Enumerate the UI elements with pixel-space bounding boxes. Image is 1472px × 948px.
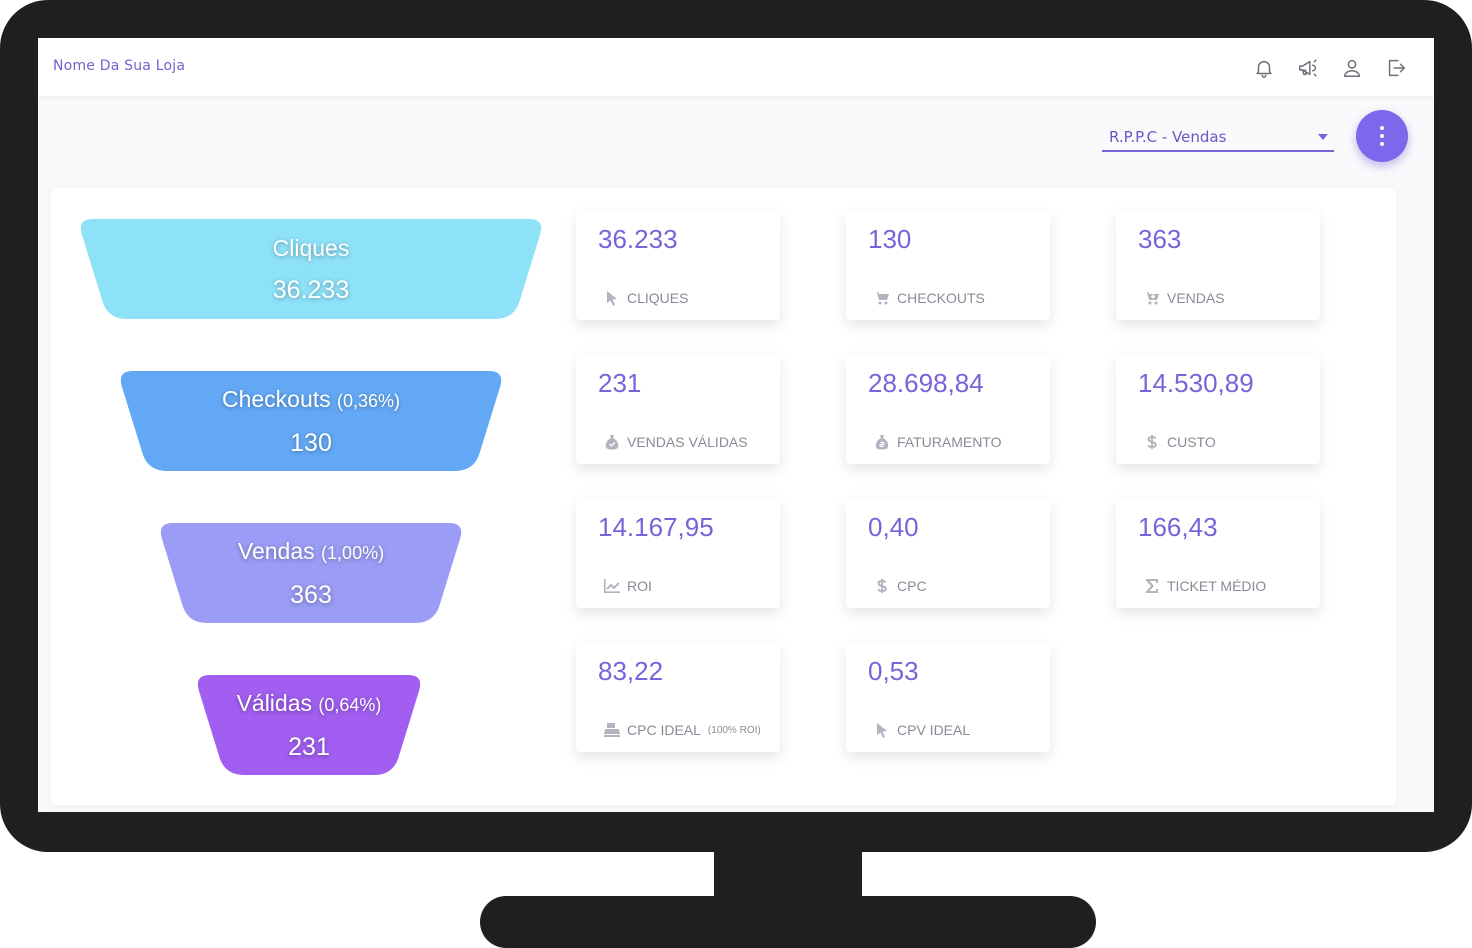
metric-card-cpc: 0,40 CPC — [846, 498, 1050, 608]
funnel-stage-vendas: Vendas (1,00%) 363 — [159, 523, 463, 623]
chart-line-icon — [604, 579, 620, 593]
logout-icon[interactable] — [1384, 56, 1408, 80]
metric-card-ticket-medio: 166,43 TICKET MÉDIO — [1116, 498, 1320, 608]
metric-label: ROI — [604, 578, 652, 594]
dollar-icon — [877, 579, 887, 593]
top-icons — [1252, 56, 1408, 80]
metric-value: 0,53 — [868, 656, 919, 686]
report-type-select-value: R.P.P.C - Vendas — [1109, 128, 1227, 146]
funnel-stage-label: Vendas (1,00%) — [237, 537, 385, 564]
metric-card-faturamento: 28.698,84 FATURAMENTO — [846, 354, 1050, 464]
chevron-down-icon — [1318, 134, 1328, 140]
funnel-stage-percent: (0,64%) — [318, 694, 382, 715]
funnel-stage-value: 130 — [290, 428, 332, 457]
dollar-icon — [1147, 435, 1157, 449]
funnel-stage-shape — [197, 675, 421, 775]
funnel-stage-shape — [120, 371, 502, 471]
funnel-stage-percent: (0,36%) — [337, 390, 401, 411]
metric-value: 36.233 — [598, 224, 678, 254]
funnel-stage-checkouts: Checkouts (0,36%) 130 — [119, 371, 503, 471]
funnel-stage-label: Checkouts (0,36%) — [221, 385, 401, 412]
metric-label-note: (100% ROI) — [707, 724, 761, 736]
cart-icon — [874, 292, 889, 305]
funnel-stage-shape — [80, 219, 542, 319]
metric-card-vendas-validas: 231 VENDAS VÁLIDAS — [576, 354, 780, 464]
metric-card-cliques: 36.233 CLIQUES — [576, 210, 780, 320]
cash-register-icon — [604, 723, 620, 737]
metric-card-cpv-ideal: 0,53 CPV IDEAL — [846, 642, 1050, 752]
money-bag-check-icon — [605, 435, 619, 450]
metric-label: CHECKOUTS — [874, 290, 985, 306]
funnel-stage-percent: (1,00%) — [321, 542, 385, 563]
metric-value: 14.167,95 — [598, 512, 714, 542]
screen: Nome Da Sua Loja R.P.P.C - Vendas — [38, 38, 1434, 812]
metric-label: CPC — [874, 578, 927, 594]
metric-card-checkouts: 130 CHECKOUTS — [846, 210, 1050, 320]
metric-card-roi: 14.167,95 ROI — [576, 498, 780, 608]
funnel-stage-label: Válidas (0,64%) — [236, 689, 382, 716]
metric-value: 83,22 — [598, 656, 664, 686]
metric-card-vendas: 363 VENDAS — [1116, 210, 1320, 320]
funnel-stage-cliques: Cliques 36.233 — [79, 219, 543, 319]
funnel-stage-shape — [160, 523, 462, 623]
funnel-stage-value: 231 — [288, 732, 330, 761]
cursor-icon — [607, 291, 617, 306]
bell-icon[interactable] — [1252, 56, 1276, 80]
metric-value: 130 — [868, 224, 912, 254]
metric-label: TICKET MÉDIO — [1144, 578, 1266, 594]
user-icon[interactable] — [1340, 56, 1364, 80]
metric-label: VENDAS VÁLIDAS — [604, 434, 748, 450]
metric-label: FATURAMENTO — [874, 434, 1002, 450]
dashboard-panel: Cliques 36.233 Checkouts (0,36%) 130 Ven… — [51, 188, 1396, 805]
more-options-button[interactable] — [1356, 110, 1408, 162]
money-bag-icon — [875, 435, 889, 450]
metric-value: 363 — [1138, 224, 1182, 254]
megaphone-icon[interactable] — [1296, 56, 1320, 80]
metric-value: 231 — [598, 368, 642, 398]
funnel-stage-value: 36.233 — [272, 275, 350, 304]
funnel-stage-value: 363 — [290, 580, 332, 609]
metric-label: VENDAS — [1144, 290, 1225, 306]
metric-label: CPV IDEAL — [874, 722, 970, 738]
monitor-base — [480, 896, 1096, 948]
metric-value: 14.530,89 — [1138, 368, 1254, 398]
cursor-icon — [877, 723, 887, 738]
metric-value: 166,43 — [1138, 512, 1218, 542]
funnel-stage-validas: Válidas (0,64%) 231 — [196, 675, 422, 775]
metric-value: 0,40 — [868, 512, 919, 542]
store-name[interactable]: Nome Da Sua Loja — [53, 58, 186, 74]
monitor-neck — [714, 846, 862, 902]
metric-label: CLIQUES — [604, 290, 688, 306]
sigma-icon — [1146, 579, 1158, 593]
metric-card-custo: 14.530,89 CUSTO — [1116, 354, 1320, 464]
metric-value: 28.698,84 — [868, 368, 984, 398]
funnel-stage-label: Cliques — [272, 234, 350, 261]
metric-card-cpc-ideal: 83,22 CPC IDEAL (100% ROI) — [576, 642, 780, 752]
cart-plus-icon — [1144, 292, 1159, 305]
top-bar: Nome Da Sua Loja — [38, 38, 1434, 96]
metric-label: CUSTO — [1144, 434, 1216, 450]
report-type-select[interactable]: R.P.P.C - Vendas — [1102, 126, 1334, 152]
metric-label: CPC IDEAL (100% ROI) — [604, 722, 761, 738]
